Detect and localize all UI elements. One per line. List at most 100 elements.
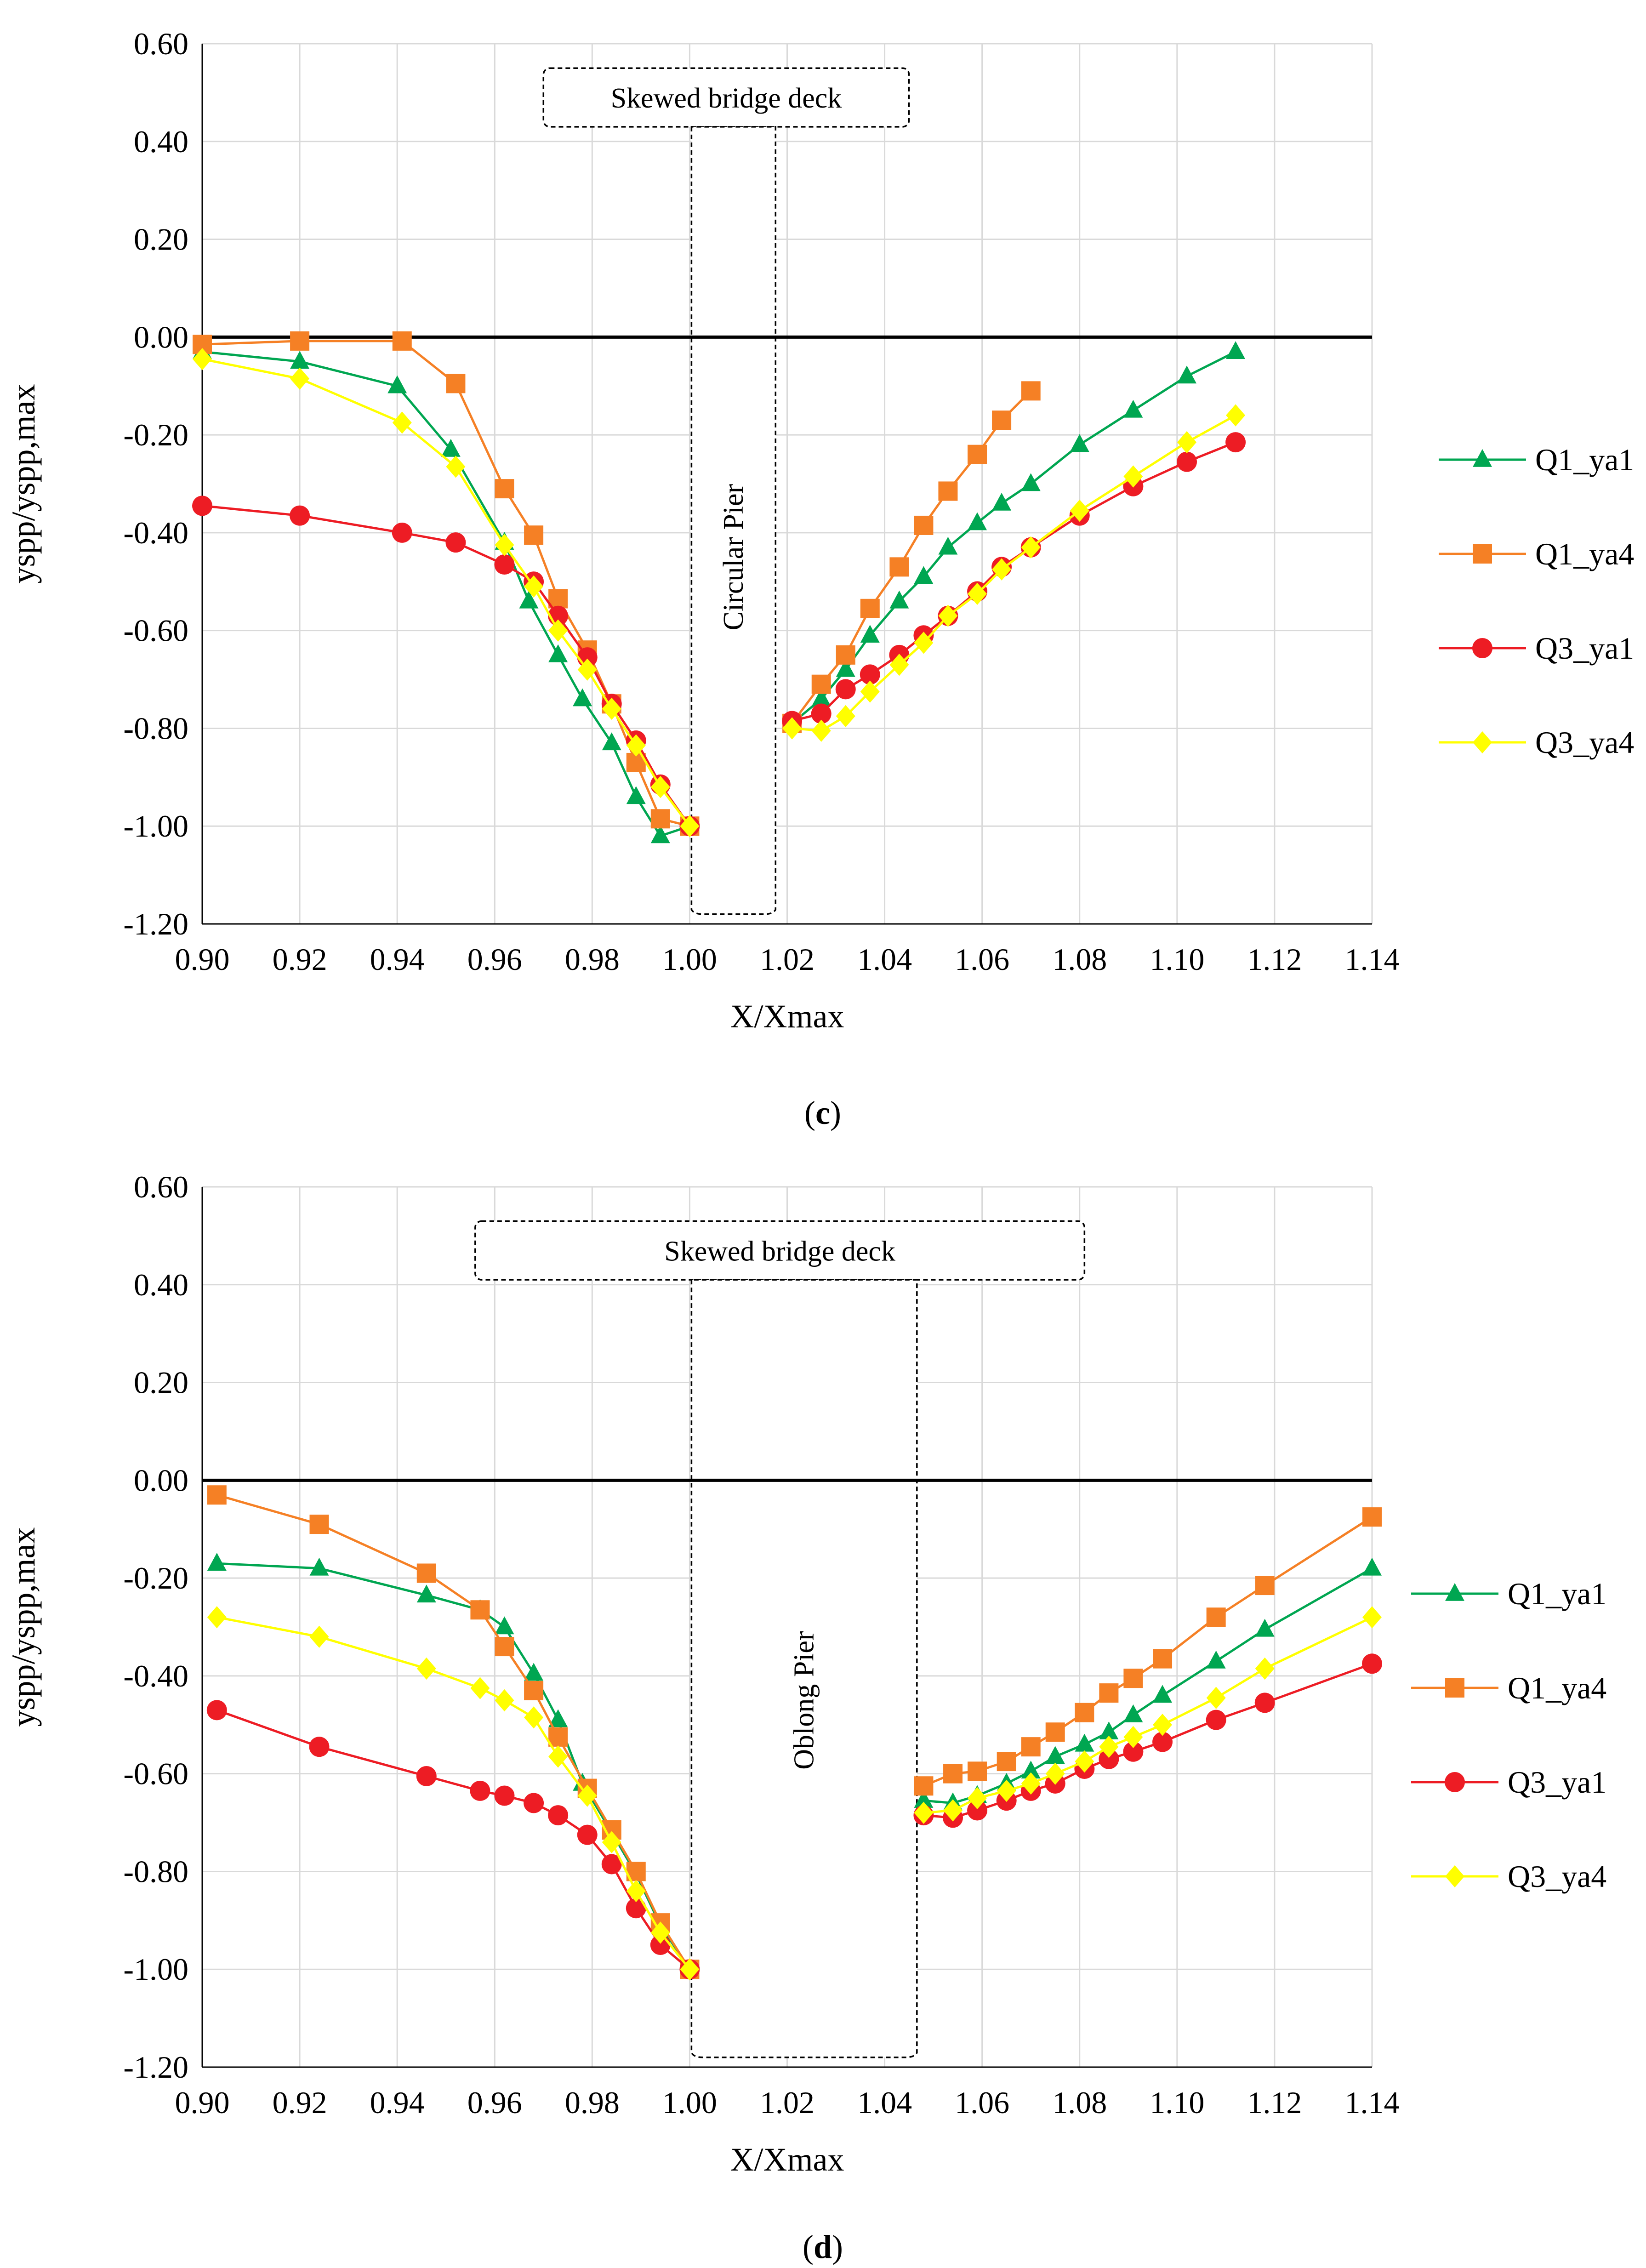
chart-c-point-Q3_ya4-0-1 <box>290 367 310 390</box>
chart-d-point-Q1_ya4-0-4 <box>495 1637 514 1657</box>
chart-c-xlabel: X/Xmax <box>730 998 844 1035</box>
chart-d-point-Q3_ya4-1-3 <box>997 1779 1016 1802</box>
chart-d-point-Q3_ya1-0-5 <box>524 1793 544 1813</box>
chart-d-ytick-6: -0.60 <box>123 1756 188 1791</box>
chart-d-point-Q1_ya1-0-1 <box>309 1557 329 1576</box>
chart-c-xtick-6: 1.02 <box>760 942 814 977</box>
chart-c-svg: Skewed bridge deck Circular Pier 0.90 0.9… <box>5 26 1634 1131</box>
chart-d-point-Q3_ya1-1-10 <box>1206 1710 1226 1730</box>
chart-d-ytick-3: 0.00 <box>134 1463 188 1498</box>
chart-d-point-Q1_ya4-1-7 <box>1099 1683 1119 1703</box>
chart-d-point-Q1_ya1-1-4 <box>1021 1761 1041 1779</box>
chart-d-point-Q1_ya4-0-1 <box>309 1515 329 1534</box>
chart-c-point-Q1_ya1-0-3 <box>441 439 461 457</box>
chart-c-point-Q3_ya4-1-1 <box>811 719 831 742</box>
chart-c-point-Q1_ya4-1-7 <box>968 444 987 464</box>
chart-d-point-Q3_ya4-1-8 <box>1123 1726 1143 1749</box>
chart-d-point-Q1_ya1-1-0 <box>914 1790 934 1808</box>
chart-d-series <box>206 1485 1382 1981</box>
chart-d-point-Q1_ya1-1-10 <box>1206 1650 1226 1669</box>
chart-c-xtick-5: 1.00 <box>662 942 717 977</box>
chart-c-caption-letter: c <box>815 1094 830 1131</box>
chart-d-point-Q1_ya1-1-11 <box>1255 1618 1275 1637</box>
chart-c-point-Q1_ya1-1-13 <box>1226 341 1246 359</box>
chart-c-line-Q1_ya4-seg1 <box>791 390 1032 724</box>
chart-c-ytick-3: 0.00 <box>134 319 188 354</box>
chart-d-legend: Q1_ya1 Q1_ya4 Q3_ya1 Q3_ya4 <box>1411 1576 1606 1894</box>
chart-c-point-Q3_ya4-1-9 <box>1021 536 1041 558</box>
chart-c-point-Q1_ya1-1-4 <box>889 590 909 609</box>
chart-d-point-Q3_ya4-1-0 <box>914 1801 934 1824</box>
chart-c-point-Q3_ya4-1-2 <box>836 705 855 727</box>
chart-d-point-Q1_ya4-0-6 <box>548 1727 568 1747</box>
chart-c-ylabel: yspp/yspp,max <box>5 384 42 583</box>
chart-c-point-Q3_ya4-1-4 <box>889 653 909 676</box>
chart-c-point-Q1_ya4-0-10 <box>650 809 670 829</box>
chart-d-point-Q3_ya4-1-4 <box>1021 1772 1041 1795</box>
chart-d-point-Q3_ya1-1-11 <box>1254 1692 1275 1713</box>
chart-d-pier-label: Oblong Pier <box>789 1631 820 1770</box>
chart-d-point-Q3_ya1-0-8 <box>601 1854 622 1875</box>
chart-d-point-Q3_ya4-1-5 <box>1045 1762 1065 1785</box>
chart-c-point-Q1_ya1-0-2 <box>387 375 407 393</box>
chart-d-point-Q3_ya1-0-9 <box>626 1898 646 1919</box>
chart-c-point-Q3_ya1-1-13 <box>1225 432 1246 453</box>
chart-c-line-Q3_ya4-seg1 <box>792 414 1236 732</box>
chart-c-point-Q3_ya4-0-9 <box>626 734 646 757</box>
chart-c-point-Q3_ya1-0-0 <box>192 496 212 516</box>
chart-c-pier-label: Circular Pier <box>718 484 749 630</box>
chart-c-point-Q1_ya1-1-3 <box>860 625 880 643</box>
chart-d-ytick-4: -0.20 <box>123 1561 188 1596</box>
chart-c-legend-label-Q1_ya4: Q1_ya4 <box>1535 536 1634 571</box>
chart-c-series <box>192 331 1246 843</box>
chart-c-line-Q3_ya1-seg0 <box>202 504 691 827</box>
chart-d-point-Q3_ya1-0-0 <box>206 1700 227 1721</box>
chart-c-ytick-7: -0.80 <box>123 711 188 746</box>
chart-c-point-Q1_ya1-1-6 <box>938 536 958 555</box>
chart-d-line-Q1_ya4-seg1 <box>923 1516 1373 1787</box>
chart-d-point-Q1_ya4-1-3 <box>997 1752 1016 1772</box>
chart-c-point-Q1_ya4-1-6 <box>938 481 958 501</box>
chart-d-point-Q1_ya4-1-5 <box>1045 1722 1065 1742</box>
chart-d-deck-annotation: Skewed bridge deck <box>474 1220 1086 1281</box>
chart-d-legend-label-Q1_ya4: Q1_ya4 <box>1508 1670 1606 1705</box>
chart-d-point-Q1_ya1-1-5 <box>1045 1746 1065 1764</box>
chart-d-point-Q1_ya1-0-5 <box>524 1663 544 1681</box>
chart-d-point-Q3_ya1-1-7 <box>1099 1749 1119 1769</box>
chart-c-point-Q1_ya4-1-9 <box>1021 381 1041 401</box>
chart-d-point-Q1_ya1-1-12 <box>1362 1557 1382 1576</box>
chart-d-point-Q3_ya1-1-12 <box>1362 1653 1382 1674</box>
chart-c-point-Q3_ya4-0-10 <box>650 775 670 798</box>
chart-c-ticks: 0.90 0.92 0.94 0.96 0.98 1.00 1.02 1.04 1.06 1.08… <box>123 26 1399 977</box>
chart-c-series-Q1_ya4 <box>193 331 1041 836</box>
chart-d-point-Q1_ya4-1-0 <box>914 1776 934 1796</box>
chart-d-ytick-9: -1.20 <box>123 2050 188 2085</box>
chart-c-point-Q3_ya4-0-4 <box>495 534 514 556</box>
chart-c-xtick-11: 1.12 <box>1247 942 1302 977</box>
chart-d-point-Q1_ya4-1-9 <box>1153 1649 1173 1669</box>
chart-c-ytick-8: -1.00 <box>123 809 188 843</box>
chart-c-point-Q3_ya4-1-8 <box>992 558 1012 581</box>
chart-d-point-Q1_ya4-0-0 <box>207 1485 227 1505</box>
chart-c-xtick-3: 0.96 <box>467 942 522 977</box>
chart-d-point-Q3_ya1-0-4 <box>494 1785 515 1806</box>
chart-d-point-Q3_ya4-1-12 <box>1362 1606 1382 1629</box>
chart-d-svg: Skewed bridge deck Oblong Pier 0.90 0.92 0… <box>5 1169 1606 2265</box>
chart-c-legend-label-Q3_ya1: Q3_ya1 <box>1535 631 1634 666</box>
chart-c-point-Q1_ya1-0-7 <box>573 688 592 707</box>
chart-c-xtick-4: 0.98 <box>565 942 620 977</box>
chart-c-caption: (c) <box>804 1094 841 1131</box>
chart-d-point-Q1_ya1-1-6 <box>1075 1733 1094 1752</box>
chart-c-point-Q3_ya4-1-12 <box>1177 431 1197 454</box>
chart-d-point-Q3_ya1-0-3 <box>470 1780 490 1801</box>
chart-c-line-Q1_ya1-seg0 <box>202 350 690 838</box>
chart-d-point-Q1_ya4-1-12 <box>1362 1507 1382 1527</box>
chart-c-point-Q3_ya4-0-6 <box>548 619 568 642</box>
chart-c-point-Q1_ya1-1-10 <box>1070 434 1089 452</box>
chart-d-xtick-3: 0.96 <box>467 2085 522 2120</box>
chart-c-point-Q1_ya1-1-1 <box>811 688 831 707</box>
chart-c-line-Q3_ya1-seg1 <box>792 441 1236 722</box>
chart-c-point-Q1_ya1-0-6 <box>548 644 568 662</box>
chart-d-xtick-2: 0.94 <box>370 2085 425 2120</box>
chart-d-point-Q3_ya1-1-8 <box>1123 1741 1144 1762</box>
